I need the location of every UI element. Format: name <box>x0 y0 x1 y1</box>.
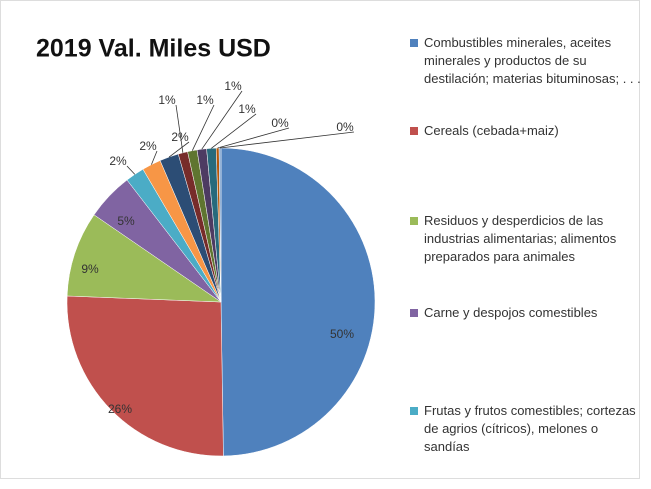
legend-label: Frutas y frutos comestibles; cortezas de… <box>424 403 636 454</box>
data-label: 9% <box>81 262 99 276</box>
leader-line <box>168 141 190 158</box>
data-label: 2% <box>139 139 157 153</box>
data-label: 2% <box>109 154 127 168</box>
data-label: 1% <box>196 93 214 107</box>
pie-slice <box>66 295 224 457</box>
data-label: 5% <box>117 214 135 228</box>
data-label: 50% <box>330 327 354 341</box>
data-label: 2% <box>171 130 189 144</box>
leader-line <box>126 165 136 175</box>
leader-line <box>217 127 290 149</box>
legend-swatch <box>410 407 418 415</box>
legend-swatch <box>410 39 418 47</box>
leader-line <box>211 113 257 149</box>
leader-line <box>175 104 184 153</box>
data-label: 26% <box>108 402 132 416</box>
data-label: 0% <box>336 120 354 134</box>
legend-label: Cereals (cebada+maiz) <box>424 123 559 138</box>
legend-label: Combustibles minerales, aceites minerale… <box>424 35 641 86</box>
frame <box>0 0 640 479</box>
leader-line <box>191 104 215 151</box>
leader-line <box>151 150 158 165</box>
data-label: 1% <box>224 79 242 93</box>
legend-label: Residuos y desperdicios de las industria… <box>424 213 617 264</box>
pie-slice <box>220 147 376 457</box>
data-label: 1% <box>238 102 256 116</box>
legend-swatch <box>410 309 418 317</box>
legend-swatch <box>410 217 418 225</box>
data-label: 1% <box>158 93 176 107</box>
chart-title: 2019 Val. Miles USD <box>36 35 271 63</box>
data-label: 0% <box>271 116 289 130</box>
leader-line <box>201 90 243 150</box>
legend-label: Carne y despojos comestibles <box>424 305 598 320</box>
pie-slice <box>66 214 222 303</box>
legend-swatch <box>410 127 418 135</box>
leader-line <box>219 131 355 149</box>
